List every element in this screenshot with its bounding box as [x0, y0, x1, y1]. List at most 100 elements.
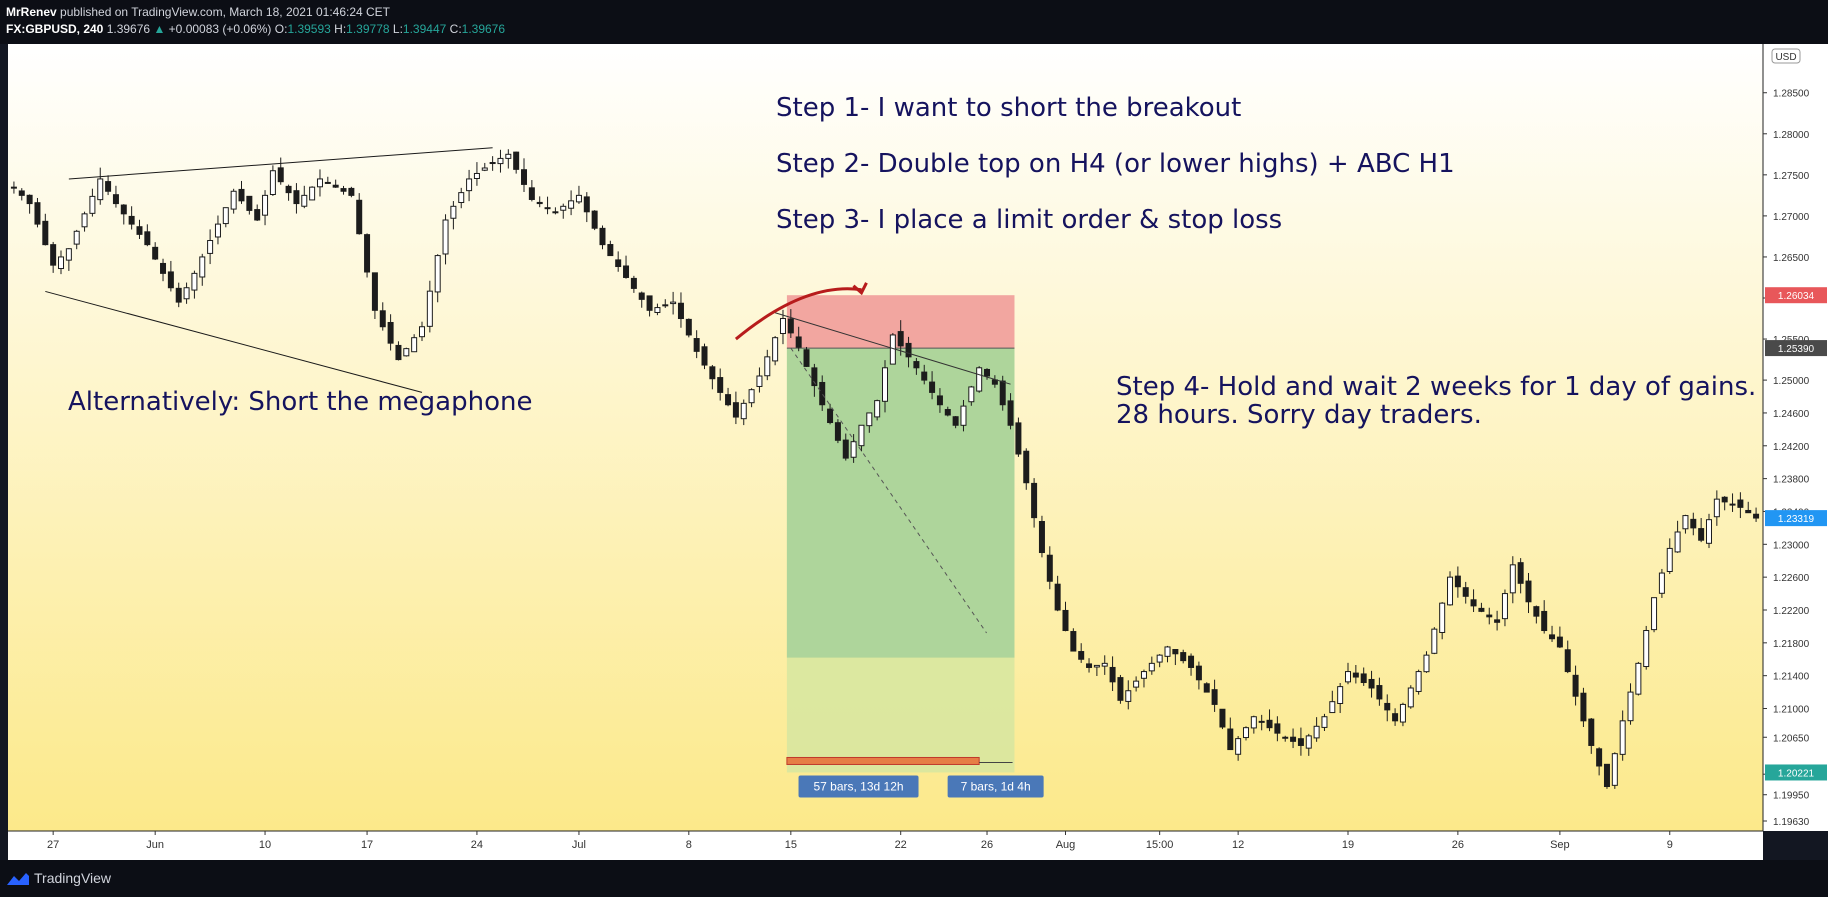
time-tick-label: 24: [471, 839, 483, 851]
currency-badge: USD: [1771, 48, 1801, 64]
time-tick-label: 15: [785, 839, 797, 851]
publish-line: MrRenev published on TradingView.com, Ma…: [6, 5, 390, 19]
candle-up: [316, 178, 323, 188]
candle-down: [340, 188, 347, 192]
candle-up: [1313, 725, 1320, 739]
candle-up: [450, 205, 457, 219]
brand-name[interactable]: TradingView: [34, 870, 112, 886]
candle-down: [1572, 674, 1579, 697]
candle-down: [944, 409, 951, 416]
candle-up: [81, 213, 88, 228]
candle-up: [772, 337, 779, 362]
candle-up: [1133, 680, 1140, 688]
candle-up: [1282, 736, 1289, 739]
price-tick-label: 1.21400: [1773, 672, 1810, 683]
author-name[interactable]: MrRenev: [6, 5, 57, 19]
candle-up: [1337, 686, 1344, 704]
candle-down: [1172, 649, 1179, 655]
candle-up: [748, 389, 755, 404]
candle-down: [1352, 672, 1359, 678]
price-label-badge: [1765, 340, 1827, 357]
candle-up: [976, 367, 983, 392]
candle-up: [97, 178, 104, 201]
candle-down: [842, 439, 849, 459]
time-axis-background: [8, 831, 1763, 860]
candle-up: [403, 348, 410, 357]
price-change: +0.00083 (+0.06%): [168, 22, 272, 36]
price-tick-label: 1.21800: [1773, 639, 1810, 650]
candle-up: [544, 207, 551, 210]
candle-down: [536, 201, 543, 205]
candle-down: [599, 227, 606, 246]
candle-down: [42, 220, 49, 246]
candle-up: [1627, 691, 1634, 722]
time-tick-label: Jun: [146, 839, 164, 851]
candle-down: [1603, 763, 1610, 788]
trendline[interactable]: [774, 312, 1011, 385]
candle-up: [858, 424, 865, 447]
time-tick-label: 15:00: [1146, 839, 1174, 851]
candle-up: [481, 167, 488, 171]
candle-up: [262, 194, 269, 216]
candle-down: [395, 344, 402, 361]
candle-down: [1054, 583, 1061, 611]
candle-up: [1439, 602, 1446, 633]
price-chart[interactable]: 57 bars, 13d 12h 7 bars, 1d 4h Step 1- I w…: [0, 44, 1828, 860]
candle-up: [230, 190, 237, 210]
candle-down: [1588, 718, 1595, 746]
price-tick-label: 1.23000: [1773, 540, 1810, 551]
trendline[interactable]: [68, 147, 493, 180]
candle-up: [1250, 716, 1257, 729]
price-axis[interactable]: 1.28500 1.28000 1.27500 1.27000 1.26500 1.260…: [1763, 89, 1827, 828]
candle-down: [387, 321, 394, 344]
price-tick-label: 1.24200: [1773, 442, 1810, 453]
time-tick-label: Aug: [1056, 839, 1076, 851]
annotation-text: 28 hours. Sorry day traders.: [1116, 400, 1482, 430]
up-arrow-icon: ▲: [153, 22, 166, 36]
candle-down: [120, 204, 127, 215]
candle-down: [913, 361, 920, 369]
candle-up: [309, 186, 316, 201]
candle-down: [371, 272, 378, 311]
time-tick-label: 19: [1342, 839, 1354, 851]
candle-up: [960, 405, 967, 426]
time-tick-label: 9: [1667, 839, 1673, 851]
candle-down: [834, 422, 841, 441]
time-axis[interactable]: 27 Jun 10 17 24 Jul 8 15 22 26 Aug 15:00 12 19 26 Sep 9: [47, 831, 1673, 851]
price-label-badge: [1765, 287, 1827, 304]
candle-down: [1188, 655, 1195, 668]
candle-up: [222, 207, 229, 225]
tradingview-logo-icon[interactable]: [6, 871, 30, 887]
trendline[interactable]: [45, 290, 423, 393]
candle-up: [1148, 662, 1155, 672]
candle-up: [1635, 662, 1642, 695]
candle-down: [811, 367, 818, 387]
candle-up: [1643, 630, 1650, 668]
candle-down: [591, 210, 598, 229]
candle-up: [850, 441, 857, 458]
candle-down: [1737, 499, 1744, 508]
candle-down: [607, 244, 614, 257]
candle-down: [175, 287, 182, 303]
candle-up: [191, 272, 198, 291]
annotation-text: Step 4- Hold and wait 2 weeks for 1 day …: [1116, 372, 1756, 402]
close-label: C:: [449, 22, 462, 36]
candle-down: [26, 194, 33, 205]
time-tick-label: 26: [1452, 839, 1464, 851]
candle-down: [356, 199, 363, 235]
candle-up: [207, 240, 214, 254]
candle-down: [1392, 713, 1399, 722]
candle-up: [1447, 576, 1454, 606]
candle-down: [1180, 652, 1187, 662]
time-tick-label: 10: [259, 839, 271, 851]
candle-down: [1046, 554, 1053, 582]
time-tick-label: 12: [1232, 839, 1244, 851]
symbol-label[interactable]: FX:GBPUSD, 240: [6, 22, 104, 36]
price-tick-label: 1.28000: [1773, 130, 1810, 141]
candle-down: [1525, 580, 1532, 603]
candle-down: [238, 188, 245, 202]
candle-down: [1015, 422, 1022, 455]
price-tick-label: 1.22600: [1773, 573, 1810, 584]
candle-up: [1321, 716, 1328, 728]
candle-down: [285, 185, 292, 194]
